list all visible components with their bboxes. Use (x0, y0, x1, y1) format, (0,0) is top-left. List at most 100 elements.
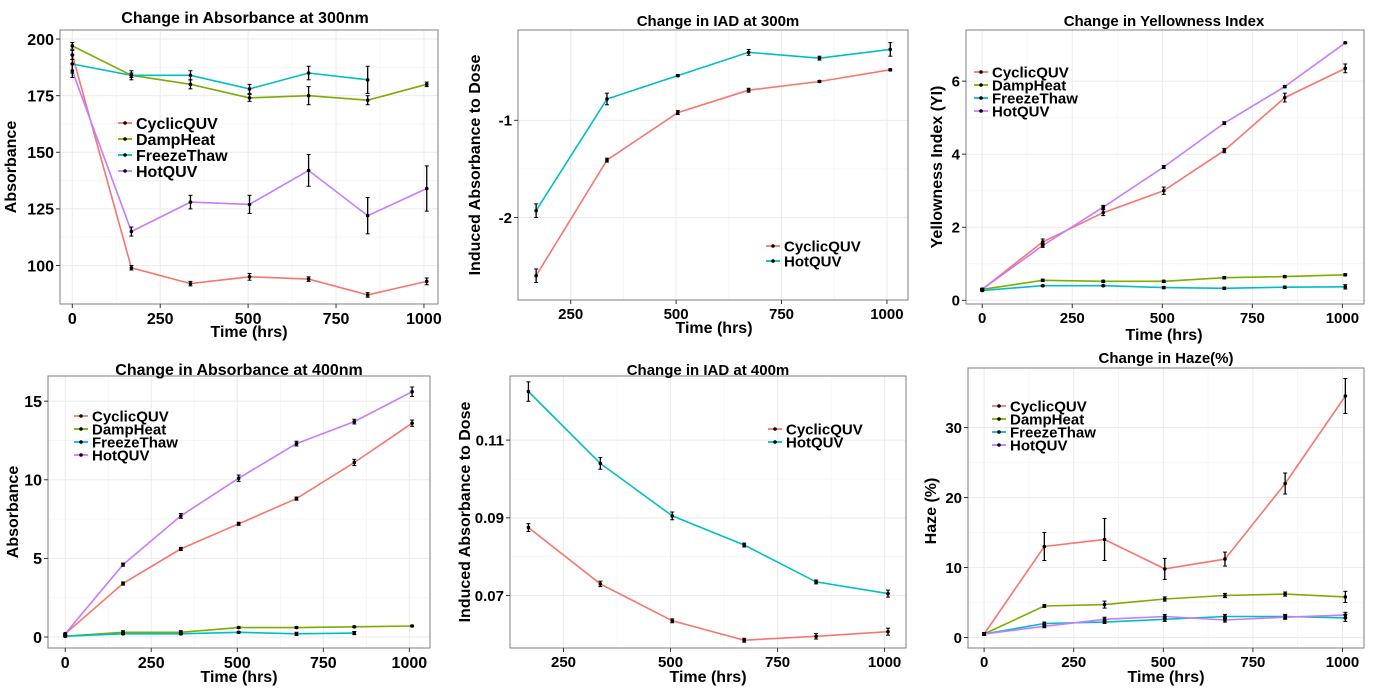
legend-point (79, 414, 83, 418)
legend-point (79, 427, 83, 431)
x-tick-label: 0 (68, 311, 77, 328)
legend-point (979, 109, 983, 113)
data-point (1282, 274, 1287, 279)
data-point (746, 50, 751, 55)
data-point (1343, 66, 1348, 71)
data-point (247, 87, 252, 91)
data-point (247, 275, 252, 279)
legend-item-hotquv: HotQUV (74, 447, 150, 464)
chart-yellowness-index: 0 250 500 750 1000 0 2 4 6 Change in Yellowness I… (929, 13, 1365, 344)
x-axis-label: Time (hrs) (675, 320, 752, 337)
data-point (1102, 602, 1107, 607)
data-point (121, 632, 125, 636)
y-tick-label: 0.09 (475, 510, 504, 527)
data-point (1040, 240, 1045, 244)
data-point (1223, 557, 1227, 561)
data-point (236, 630, 241, 635)
x-tick-label: 1000 (1326, 654, 1359, 671)
x-axis-label: Time (hrs) (1127, 669, 1204, 686)
data-point (306, 71, 311, 75)
data-point (534, 273, 538, 278)
data-point (1282, 95, 1287, 100)
y-tick-label: 5 (33, 551, 42, 568)
legend-label: CyclicQUV (92, 408, 169, 425)
data-point (526, 525, 531, 530)
legend-label: DampHeat (92, 421, 166, 438)
data-point (306, 168, 311, 173)
y-axis-label: Induced Absorbance to Dose (457, 402, 474, 623)
data-point (1101, 210, 1106, 215)
legend-point (771, 259, 775, 263)
data-point (63, 632, 68, 636)
data-point (188, 200, 193, 204)
data-point (1283, 481, 1287, 486)
x-tick-label: 750 (1240, 654, 1265, 671)
data-point (424, 82, 429, 87)
data-point (247, 202, 252, 207)
legend-item-freezethaw: FreezeThaw (74, 434, 178, 451)
data-point (179, 547, 183, 551)
data-point (1040, 278, 1045, 283)
data-point (70, 44, 75, 48)
data-point (247, 96, 252, 100)
series-line-hotquv (527, 390, 889, 595)
data-point (1102, 537, 1107, 542)
data-point (675, 73, 680, 78)
data-point (746, 88, 751, 93)
data-point (1161, 165, 1166, 169)
series-line-freezethaw (72, 63, 368, 90)
x-tick-label: 500 (224, 655, 251, 672)
data-point (1042, 544, 1047, 549)
data-point (410, 421, 414, 425)
x-tick-label: 750 (323, 311, 350, 328)
data-point (1101, 283, 1106, 288)
y-tick-label: 10 (24, 473, 42, 490)
legend-point (997, 430, 1001, 434)
chart-title: Change in IAD at 300m (637, 13, 800, 30)
chart-iad-300m: 250 500 750 1000 -2 -1 Change in IAD at 300m Ti… (467, 13, 909, 337)
x-axis-label: Time (hrs) (669, 669, 746, 686)
x-tick-label: 1000 (406, 311, 442, 328)
legend-label: FreezeThaw (136, 148, 228, 165)
x-tick-label: 250 (138, 655, 165, 672)
legend-item-dampheat: DampHeat (118, 132, 216, 149)
plot-frame (517, 29, 909, 301)
data-point (1040, 283, 1045, 288)
data-point (236, 521, 241, 526)
y-tick-label: 100 (27, 258, 54, 275)
legend-point (123, 121, 127, 125)
legend-item-hotquv: HotQUV (974, 103, 1050, 120)
legend-label: DampHeat (992, 77, 1066, 94)
plot-area (60, 30, 438, 304)
legend-label: DampHeat (136, 132, 216, 149)
legend-item-dampheat: DampHeat (992, 411, 1084, 428)
x-tick-label: 500 (235, 311, 262, 328)
legend-point (123, 137, 127, 141)
data-point (598, 461, 603, 466)
data-point (982, 632, 986, 636)
data-point (980, 287, 985, 292)
legend-point (79, 440, 83, 444)
legend-label: HotQUV (786, 434, 844, 451)
data-point (129, 229, 134, 234)
x-tick-label: 1000 (392, 655, 428, 672)
plot-frame (47, 375, 431, 649)
data-point (294, 441, 299, 446)
legend-point (123, 169, 127, 173)
y-tick-label: 0 (954, 630, 962, 647)
x-tick-label: 0 (978, 310, 986, 327)
chart-title: Change in IAD at 400m (627, 362, 790, 379)
data-point (1282, 285, 1287, 289)
x-tick-label: 1000 (870, 306, 903, 323)
data-point (1042, 604, 1047, 608)
data-point (352, 631, 357, 635)
chart-title: Change in Yellowness Index (1064, 13, 1265, 30)
data-point (675, 110, 680, 115)
plot-area (510, 376, 906, 648)
legend-item-cyclicquv: CyclicQUV (768, 421, 863, 438)
data-point (1162, 614, 1167, 619)
data-point (1102, 617, 1107, 622)
